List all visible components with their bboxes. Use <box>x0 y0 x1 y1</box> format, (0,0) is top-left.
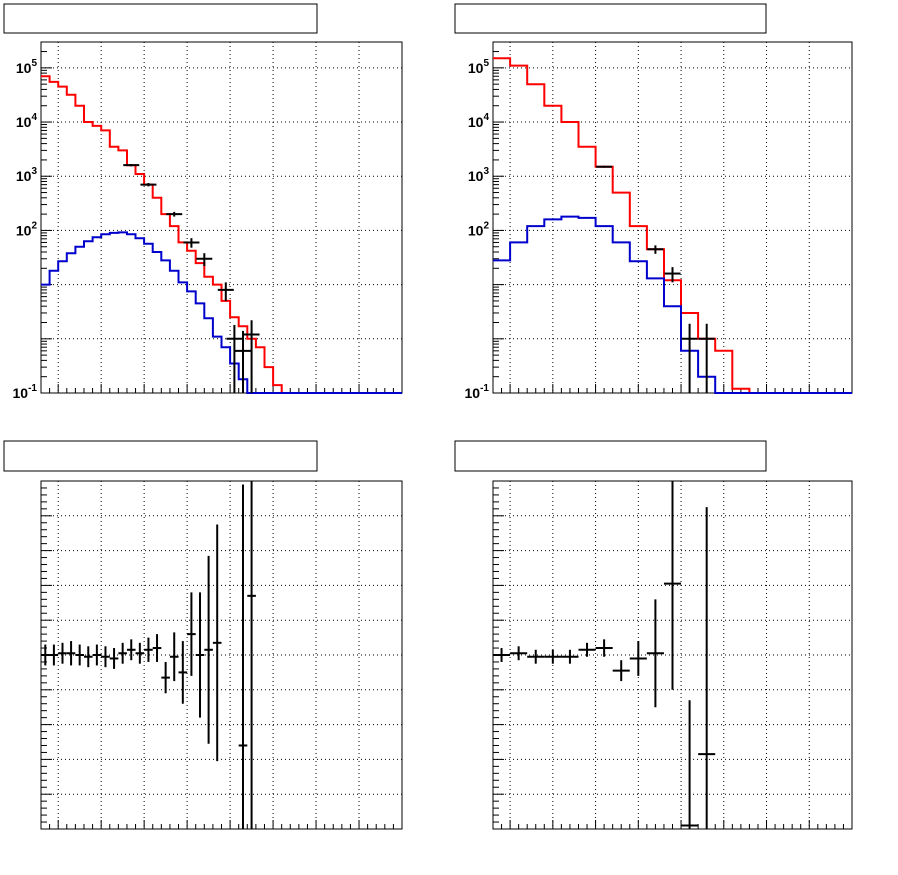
y-tick-label: 102 <box>468 220 490 238</box>
series-red-step-line <box>493 57 852 394</box>
data-point <box>698 323 715 393</box>
data-point <box>243 320 260 393</box>
data-point <box>196 253 213 267</box>
data-point <box>544 649 562 664</box>
data-point <box>663 481 682 690</box>
data-point <box>596 165 613 168</box>
data-point <box>646 599 664 708</box>
data-point <box>187 592 196 676</box>
data-point <box>169 632 179 682</box>
data-point <box>135 642 145 664</box>
chart-title-box <box>3 3 318 34</box>
data-point <box>681 323 698 393</box>
data-point <box>101 646 110 668</box>
data-point <box>41 644 50 666</box>
data-point <box>92 644 102 666</box>
series-blue-step-line <box>493 215 852 394</box>
chart-title-box <box>454 3 767 34</box>
data-point <box>178 641 188 704</box>
data-point <box>510 646 528 661</box>
data-point <box>561 649 579 664</box>
data-point <box>247 481 256 829</box>
data-point <box>226 324 243 393</box>
y-tick-label: 104 <box>16 112 38 130</box>
data-point <box>664 267 681 283</box>
y-tick-label: 103 <box>16 166 38 184</box>
data-point <box>698 507 716 829</box>
data-point <box>161 661 170 694</box>
data-point <box>49 644 59 666</box>
chart-panel-1: 10-1 102 103 104 105 <box>3 3 403 401</box>
data-point <box>234 330 251 393</box>
data-point <box>183 238 200 248</box>
data-point <box>75 644 84 666</box>
chart-title-box <box>3 440 318 472</box>
data-point <box>58 642 67 664</box>
y-tick-label: 103 <box>468 166 490 184</box>
data-point <box>527 649 545 664</box>
data-point <box>629 641 647 676</box>
data-point <box>152 634 162 662</box>
data-point <box>681 700 699 829</box>
data-point <box>144 637 153 662</box>
data-point <box>118 642 127 664</box>
y-tick-label: 102 <box>16 220 38 238</box>
data-point <box>493 648 511 662</box>
series-blue-step-line <box>41 231 402 394</box>
y-tick-label: 10-1 <box>13 383 38 401</box>
data-point <box>612 660 630 682</box>
y-tick-label: 105 <box>468 58 490 76</box>
data-point <box>595 639 613 657</box>
y-tick-label: 105 <box>16 58 38 76</box>
data-point <box>126 639 136 661</box>
data-point <box>195 592 205 718</box>
y-tick-label: 10-1 <box>465 383 490 401</box>
data-point <box>217 282 234 301</box>
chart-panel-2: 10-1 102 103 104 105 <box>454 3 853 401</box>
data-point <box>66 641 76 666</box>
data-point <box>109 648 119 669</box>
chart-panel-4 <box>454 440 853 830</box>
data-point <box>212 524 222 762</box>
data-point <box>238 484 248 829</box>
data-point <box>647 245 664 254</box>
data-point <box>166 211 183 217</box>
data-point <box>123 164 140 167</box>
chart-panel-3 <box>3 440 403 830</box>
data-point <box>204 555 213 744</box>
plot-frame <box>492 41 853 394</box>
data-point <box>83 646 93 668</box>
chart-title-box <box>454 440 767 472</box>
data-point <box>578 642 596 657</box>
y-tick-label: 104 <box>468 112 490 130</box>
data-point <box>140 183 157 187</box>
